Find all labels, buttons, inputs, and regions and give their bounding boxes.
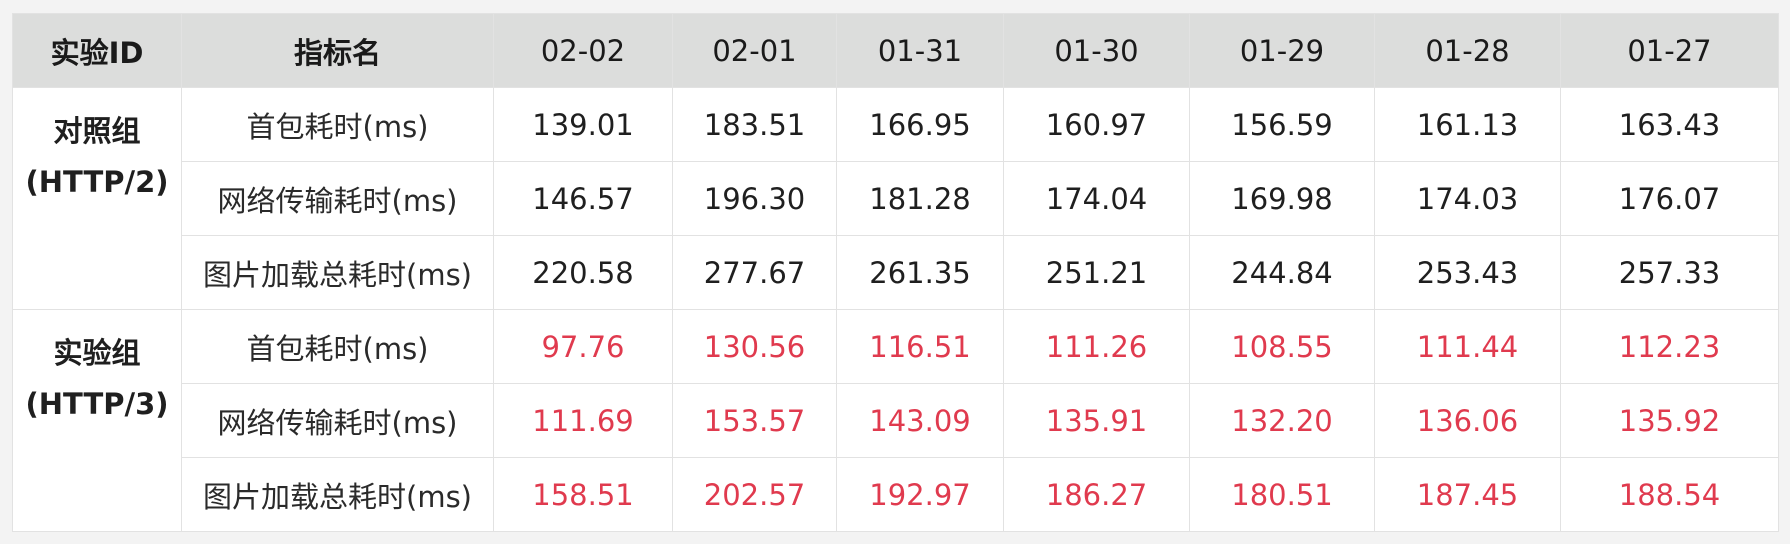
value-cell: 163.43 (1560, 87, 1779, 162)
header-date: 01-31 (836, 13, 1004, 88)
value-cell: 277.67 (672, 235, 837, 310)
value-cell: 139.01 (493, 87, 673, 162)
header-date: 02-01 (672, 13, 837, 88)
metric-name-cell: 图片加载总耗时(ms) (181, 235, 494, 310)
value-cell-highlight: 202.57 (672, 457, 837, 532)
value-cell: 176.07 (1560, 161, 1779, 236)
group-protocol: (HTTP/3) (25, 387, 169, 421)
value-cell: 181.28 (836, 161, 1004, 236)
table-row: 对照组 (HTTP/2) 首包耗时(ms) 139.01 183.51 166.… (12, 87, 1779, 310)
value-cell: 196.30 (672, 161, 837, 236)
table-header-row: 实验ID 指标名 02-02 02-01 01-31 01-30 01-29 0… (12, 13, 1779, 88)
value-cell: 257.33 (1560, 235, 1779, 310)
value-cell-highlight: 116.51 (836, 309, 1004, 384)
value-cell: 156.59 (1189, 87, 1375, 162)
value-cell-highlight: 135.91 (1003, 383, 1190, 458)
value-cell: 146.57 (493, 161, 673, 236)
header-date: 02-02 (493, 13, 673, 88)
value-cell-highlight: 132.20 (1189, 383, 1375, 458)
value-cell: 253.43 (1374, 235, 1561, 310)
group-cell-experiment: 实验组 (HTTP/3) (12, 309, 182, 532)
value-cell-highlight: 130.56 (672, 309, 837, 384)
value-cell-highlight: 180.51 (1189, 457, 1375, 532)
table-row: 图片加载总耗时(ms) 158.51 202.57 192.97 186.27 … (13, 457, 1779, 532)
metric-name-cell: 网络传输耗时(ms) (181, 383, 494, 458)
results-table-container: 实验ID 指标名 02-02 02-01 01-31 01-30 01-29 0… (12, 13, 1779, 532)
value-cell-highlight: 186.27 (1003, 457, 1190, 532)
value-cell: 160.97 (1003, 87, 1190, 162)
metric-name-cell: 首包耗时(ms) (181, 87, 494, 162)
value-cell-highlight: 135.92 (1560, 383, 1779, 458)
value-cell-highlight: 158.51 (493, 457, 673, 532)
value-cell: 220.58 (493, 235, 673, 310)
value-cell-highlight: 111.69 (493, 383, 673, 458)
table-row: 实验组 (HTTP/3) 首包耗时(ms) 97.76 130.56 116.5… (12, 309, 1779, 532)
table-row: 网络传输耗时(ms) 146.57 196.30 181.28 174.04 1… (13, 161, 1779, 236)
value-cell-highlight: 187.45 (1374, 457, 1561, 532)
header-date: 01-28 (1374, 13, 1561, 88)
value-cell-highlight: 111.26 (1003, 309, 1190, 384)
group-protocol: (HTTP/2) (25, 165, 169, 199)
value-cell: 244.84 (1189, 235, 1375, 310)
table-row: 图片加载总耗时(ms) 220.58 277.67 261.35 251.21 … (13, 235, 1779, 310)
value-cell-highlight: 97.76 (493, 309, 673, 384)
header-date: 01-29 (1189, 13, 1375, 88)
value-cell: 161.13 (1374, 87, 1561, 162)
value-cell: 261.35 (836, 235, 1004, 310)
metric-name-cell: 网络传输耗时(ms) (181, 161, 494, 236)
table-row: 网络传输耗时(ms) 111.69 153.57 143.09 135.91 1… (13, 383, 1779, 458)
header-group-id: 实验ID (12, 13, 182, 88)
value-cell: 169.98 (1189, 161, 1375, 236)
header-metric-name: 指标名 (181, 13, 494, 88)
group-cell-control: 对照组 (HTTP/2) (12, 87, 182, 310)
group-name: 对照组 (53, 114, 141, 148)
header-date: 01-27 (1560, 13, 1779, 88)
value-cell-highlight: 136.06 (1374, 383, 1561, 458)
value-cell-highlight: 112.23 (1560, 309, 1779, 384)
value-cell-highlight: 188.54 (1560, 457, 1779, 532)
value-cell-highlight: 111.44 (1374, 309, 1561, 384)
group-name: 实验组 (53, 336, 141, 370)
value-cell: 174.04 (1003, 161, 1190, 236)
value-cell-highlight: 143.09 (836, 383, 1004, 458)
value-cell-highlight: 153.57 (672, 383, 837, 458)
metric-name-cell: 图片加载总耗时(ms) (181, 457, 494, 532)
metric-name-cell: 首包耗时(ms) (181, 309, 494, 384)
value-cell: 251.21 (1003, 235, 1190, 310)
value-cell-highlight: 108.55 (1189, 309, 1375, 384)
header-date: 01-30 (1003, 13, 1190, 88)
experiment-results-table: 实验ID 指标名 02-02 02-01 01-31 01-30 01-29 0… (12, 13, 1779, 532)
value-cell: 183.51 (672, 87, 837, 162)
value-cell: 166.95 (836, 87, 1004, 162)
value-cell-highlight: 192.97 (836, 457, 1004, 532)
value-cell: 174.03 (1374, 161, 1561, 236)
